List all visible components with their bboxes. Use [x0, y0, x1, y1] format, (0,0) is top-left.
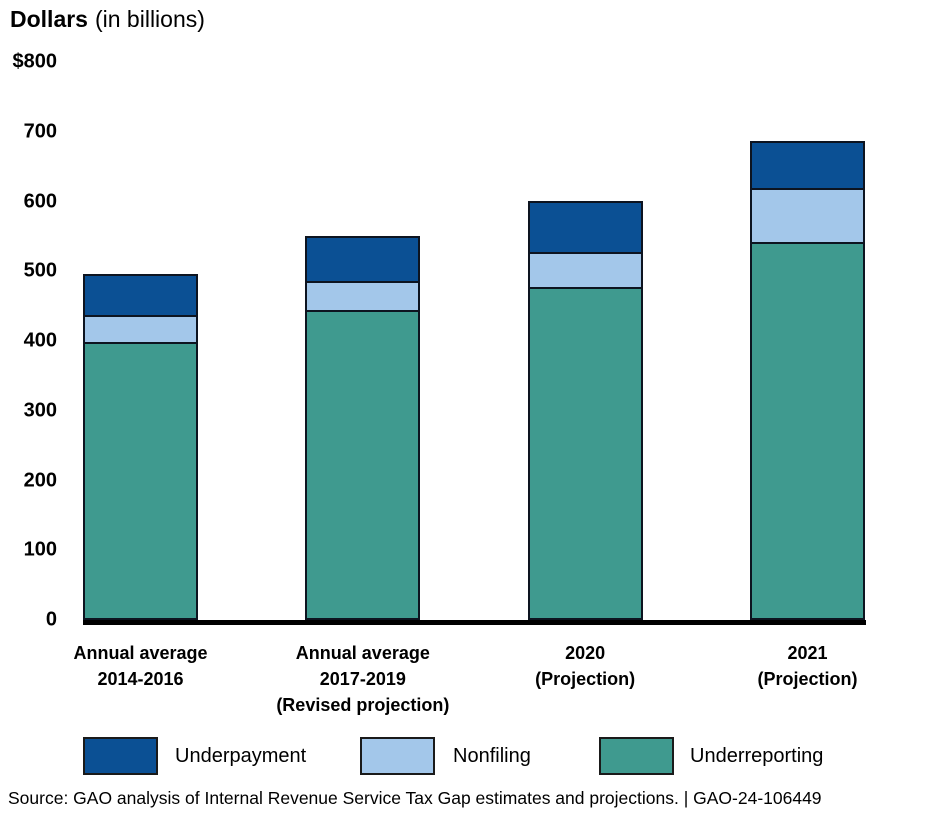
- legend-swatch-nonfiling: [360, 737, 435, 775]
- bar-segment-underreporting: [305, 309, 421, 620]
- x-axis-category-label-line: (Projection): [757, 669, 858, 689]
- y-axis-tick-label: 600: [23, 190, 57, 212]
- x-axis-category-label-line: 2014-2016: [97, 669, 184, 689]
- legend-label-nonfiling: Nonfiling: [453, 745, 531, 767]
- y-axis-tick-label: $800: [12, 50, 58, 73]
- legend-swatch-underpayment: [83, 737, 158, 775]
- x-axis-category-label-line: Annual average: [295, 643, 430, 663]
- bar-segment-nonfiling: [527, 251, 643, 289]
- y-axis-tick-label: 700: [23, 120, 57, 143]
- legend-label-underreporting: Underreporting: [690, 745, 824, 767]
- bar-segment-underreporting: [527, 286, 643, 620]
- chart-title-units: (in billions): [94, 6, 205, 32]
- y-axis-tick-label: 300: [23, 399, 57, 422]
- chart-title: Dollars (in billions): [10, 6, 205, 33]
- bar-segment-underpayment: [750, 140, 865, 191]
- x-axis-category-label: 2020 (Projection): [535, 640, 635, 692]
- x-axis-category-label: Annual average 2017-2019 (Revised projecti…: [276, 640, 449, 718]
- bar-segment-nonfiling: [305, 281, 421, 312]
- x-axis-category-label-line: (Revised projection): [276, 695, 450, 715]
- y-axis-tick-label: 200: [23, 469, 57, 491]
- legend-label-underpayment: Underpayment: [175, 745, 307, 767]
- source-line: Source: GAO analysis of Internal Revenue…: [8, 788, 822, 808]
- y-axis-tick-label: 500: [23, 259, 57, 282]
- y-axis-tick-label: 0: [45, 608, 57, 631]
- bar-segment-nonfiling: [83, 315, 198, 345]
- y-axis-tick-label: 400: [23, 329, 57, 352]
- bar-segment-underpayment: [305, 236, 421, 283]
- legend-swatch-underreporting: [599, 737, 674, 775]
- bar-segment-underpayment: [83, 274, 198, 318]
- x-axis-line: [83, 620, 866, 625]
- x-axis-category-label-line: (Projection): [535, 669, 636, 689]
- bar-segment-nonfiling: [750, 188, 865, 244]
- bar-segment-underreporting: [750, 241, 865, 620]
- x-axis-category-label-line: 2017-2019: [319, 669, 406, 689]
- bar-segment-underreporting: [83, 342, 198, 620]
- x-axis-category-label: Annual average 2014-2016: [73, 640, 207, 692]
- bar-segment-underpayment: [527, 200, 643, 254]
- x-axis-category-label-line: Annual average: [73, 643, 208, 663]
- x-axis-category-label-line: 2021: [787, 643, 828, 663]
- x-axis-category-label: 2021 (Projection): [757, 640, 857, 692]
- chart-title-bold: Dollars: [10, 6, 88, 32]
- x-axis-category-label-line: 2020: [565, 643, 606, 663]
- y-axis-tick-label: 100: [23, 538, 57, 561]
